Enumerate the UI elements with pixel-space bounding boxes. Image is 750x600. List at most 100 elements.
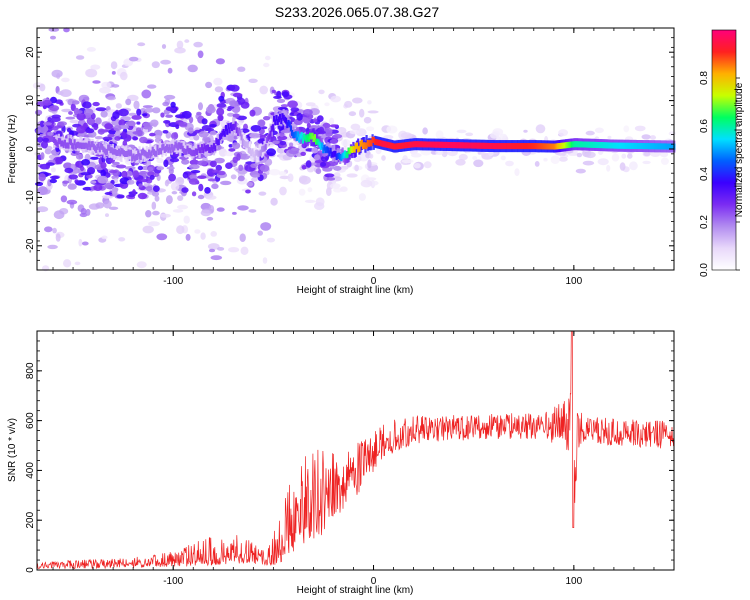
spectrogram-ridge-cell [438,141,441,148]
spectrogram-ridge-cell [324,147,327,154]
spectrogram-cloud-cell [273,95,282,99]
spectrogram-ridge-halo [120,150,123,162]
snr-y-tick-label: 800 [25,362,36,379]
spectrogram-cloud-cell [47,117,52,122]
spectrogram-ridge-cell [282,114,285,121]
spectrogram-cloud-cell [95,117,102,125]
spectrogram-cloud-cell [149,132,156,137]
spectrogram-noise-cell [266,237,275,243]
spectrogram-ridge-cell [669,143,672,150]
spectrogram-ridge-halo [248,141,252,154]
spectrogram-cloud-cell [290,107,300,112]
spectrogram-noise-cell [355,128,367,137]
spectrogram-ridge-cell [78,142,81,149]
spectrogram-noise-cell [423,161,432,169]
spectrogram-noise-cell [287,173,294,182]
spectrogram-ridge-cell [591,141,594,148]
spectrogram-noise-cell [358,193,366,201]
spectrogram-cloud-cell [136,121,141,125]
spectrogram-ridge-cell [323,144,326,151]
spectrogram-ridge-cell [214,145,217,152]
spectrogram-ridge-halo [251,150,254,163]
spectrogram-cloud-cell [50,96,57,104]
spectrogram-noise-cell [154,195,160,202]
spectrogram-ridge-cell [262,145,265,152]
spectrogram-ridge-cell [490,143,493,149]
spectrogram-ridge-cell [292,132,295,139]
spectrogram-ridge-cell [629,142,633,149]
spectrogram-y-tick-label: 0 [25,146,36,152]
spectrogram-ridge-cell [227,123,230,130]
spectrogram-ridge-cell [527,143,530,150]
spectrogram-noise-cell [619,162,626,171]
spectrogram-ridge-cell [394,143,397,150]
spectrogram-ridge-cell [523,143,526,150]
spectrogram-noise-cell [369,153,374,159]
spectrogram-cloud-cell [125,120,136,127]
colorbar: 0.0 0.2 0.4 0.6 0.8 Normalized spectral ampl… [699,29,745,277]
spectrogram-ridge-cell [68,138,71,145]
spectrogram-ridge-cell [601,142,604,149]
spectrogram-cloud-cell [118,108,129,117]
spectrogram-ridge-cell [168,144,171,151]
spectrogram-cloud-cell [90,156,99,160]
spectrogram-cloud-cell [279,140,287,146]
spectrogram-noise-cell [101,81,112,89]
spectrogram-ridge-cell [257,150,260,157]
spectrogram-ridge-cell [152,149,155,156]
spectrogram-ridge-cell [143,149,146,156]
spectrogram-ridge-cell [484,142,487,149]
spectrogram-noise-cell [366,126,375,131]
spectrogram-cloud-cell [291,147,299,151]
spectrogram-ridge-cell [355,142,359,149]
snr-x-axis-label: Height of straight line (km) [297,585,414,596]
spectrogram-ridge-cell [286,122,289,129]
spectrogram-cloud-cell [76,110,83,114]
spectrogram-ridge-cell [281,113,284,120]
spectrogram-ridge-cell [254,149,258,156]
spectrogram-ridge-cell [316,138,319,145]
spectrogram-noise-cell [174,47,186,54]
spectrogram-ridge-cell [361,143,365,150]
spectrogram-ridge-cell [107,144,110,151]
spectrogram-ridge-cell [353,146,356,153]
spectrogram-noise-cell [298,188,306,196]
spectrogram-noise-cell [659,151,669,158]
spectrogram-cloud-cell [125,170,133,177]
spectrogram-noise-cell [248,78,258,84]
spectrogram-ridge-cell [299,133,302,140]
spectrogram-cloud-cell [86,174,93,179]
spectrogram-noise-cell [106,96,116,101]
spectrogram-noise-cell [101,235,108,240]
spectrogram-noise-cell [160,59,172,65]
spectrogram-ridge-cell [341,153,344,160]
spectrogram-noise-cell [142,105,153,109]
spectrogram-ridge-cell [410,141,413,148]
spectrogram-ridge-halo [203,143,206,156]
spectrogram-cloud-cell [132,170,140,178]
spectrogram-noise-cell [216,207,225,212]
spectrogram-ridge-halo [87,141,91,154]
spectrogram-cloud-cell [104,123,113,130]
spectrogram-cloud-cell [257,119,266,128]
spectrogram-ridge-cell [65,142,68,149]
spectrogram-noise-cell [346,173,358,178]
spectrogram-noise-cell [193,41,203,48]
spectrogram-cloud-cell [138,183,143,188]
spectrogram-ridge-cell [55,140,58,147]
spectrogram-noise-cell [258,191,267,196]
spectrogram-noise-cell [627,153,633,159]
spectrogram-noise-cell [69,119,79,124]
spectrogram-noise-cell [359,108,365,118]
colorbar-tick-label: 0.2 [699,215,710,229]
spectrogram-ridge-cell [619,142,622,149]
spectrogram-ridge-cell [149,152,152,159]
spectrogram-ridge-cell [105,148,109,155]
spectrogram-cloud-cell [232,156,239,164]
spectrogram-cloud-cell [231,142,241,150]
spectrogram-ridge-cell [267,135,270,142]
spectrogram-cloud-cell [137,192,148,200]
spectrogram-ridge-halo [359,141,362,154]
spectrogram-cloud-cell [194,129,201,134]
spectrogram-noise-cell [304,199,316,203]
